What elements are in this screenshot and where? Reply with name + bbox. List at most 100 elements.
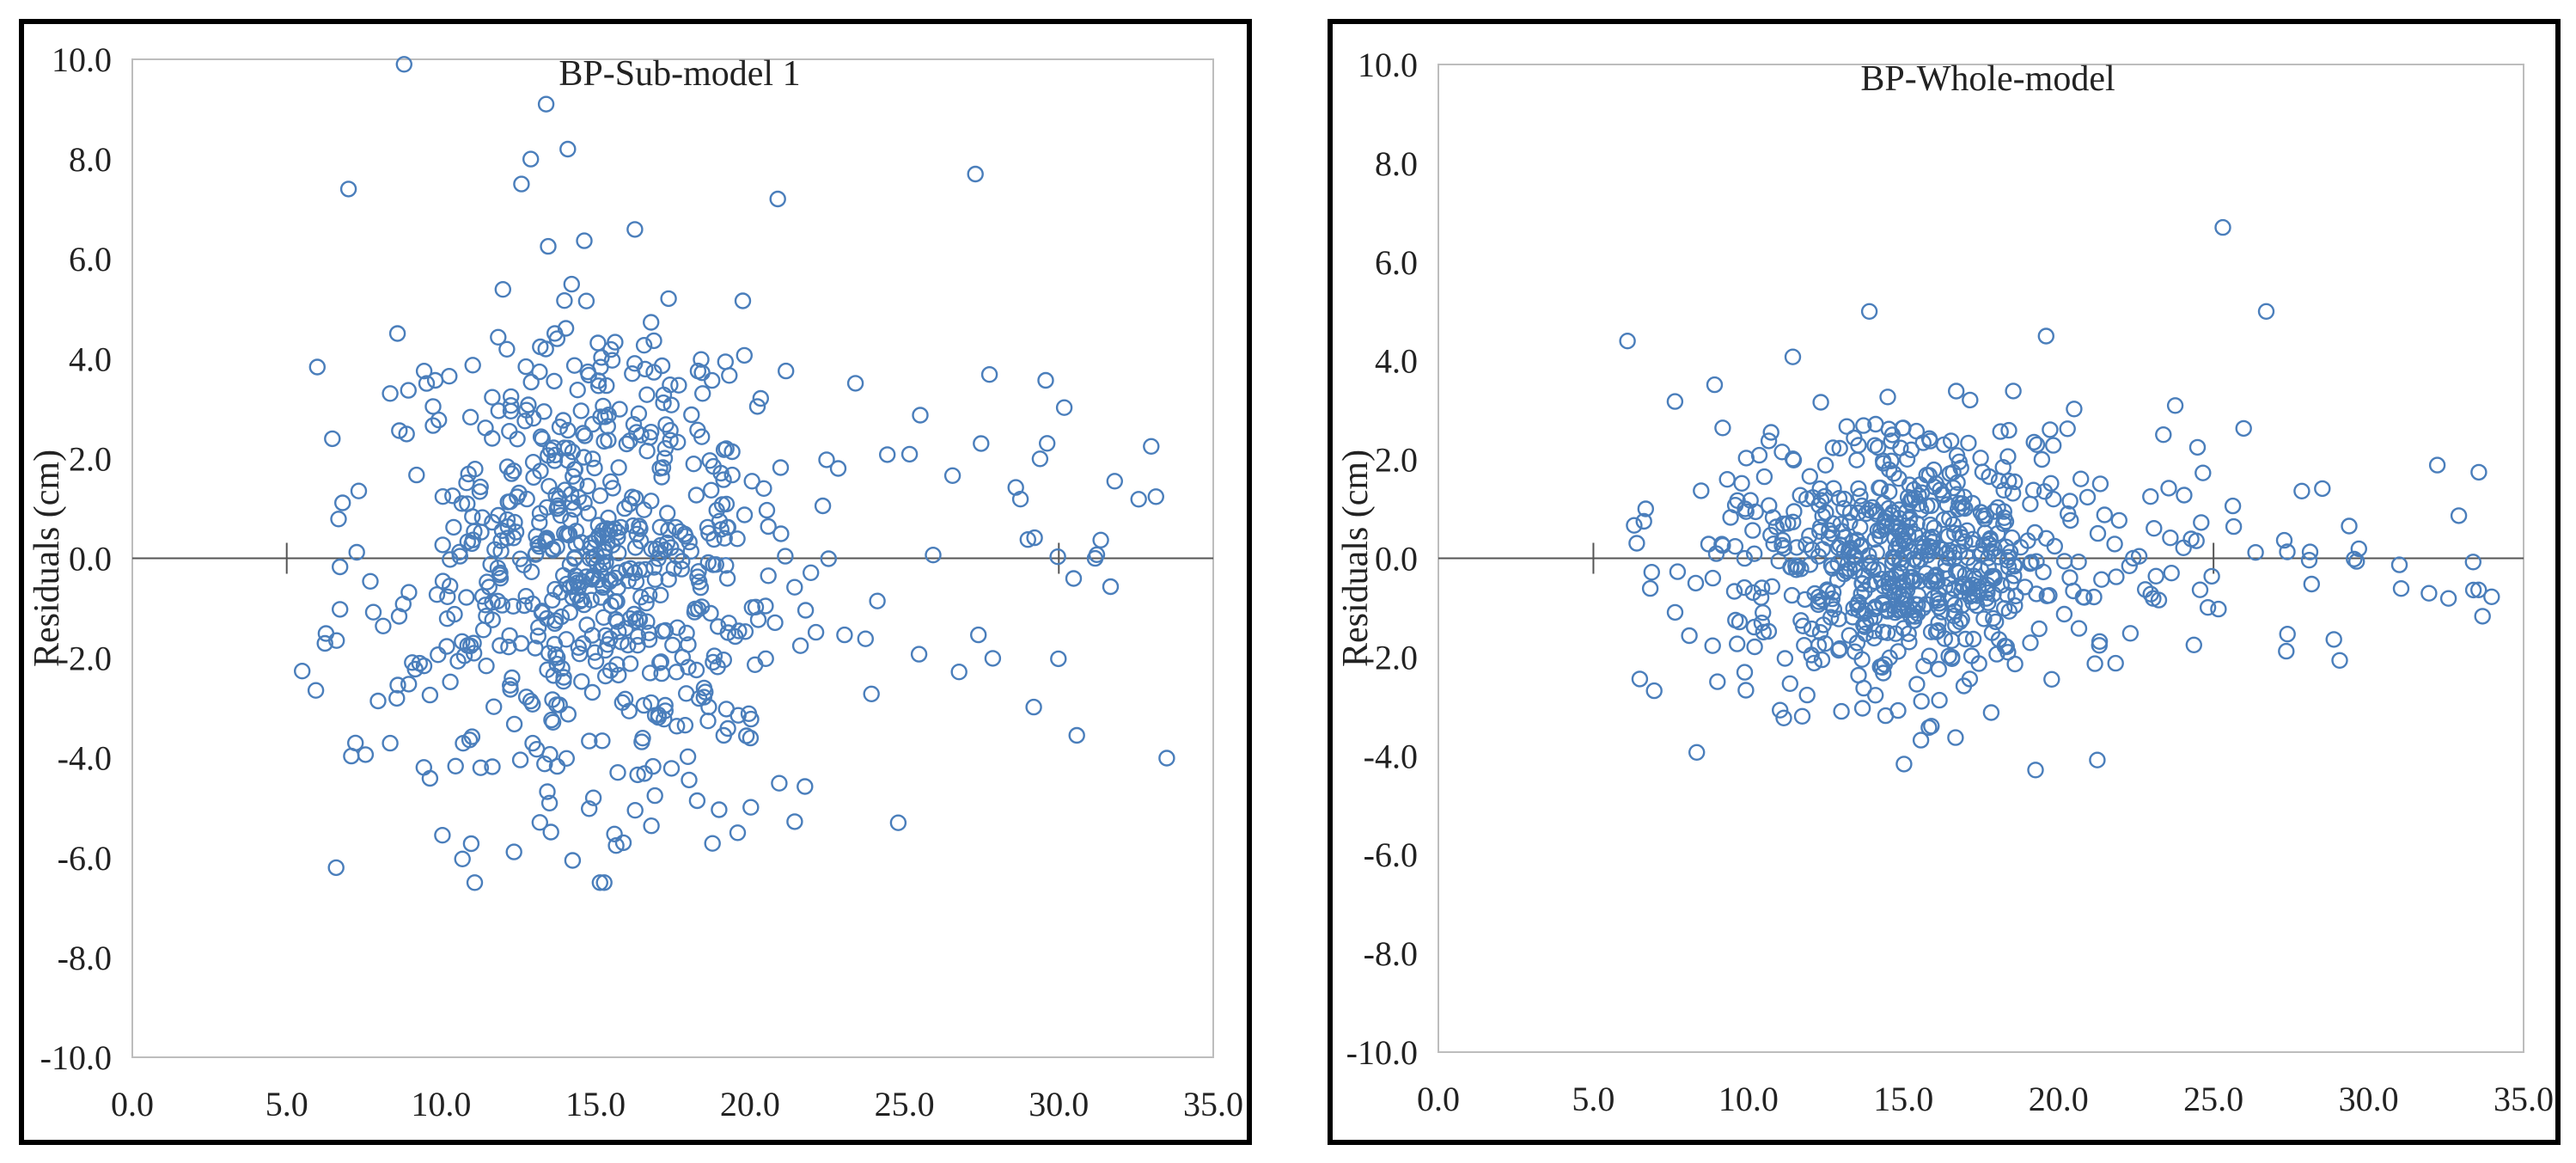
data-point (2066, 401, 2083, 418)
data-point (1019, 531, 1037, 548)
data-point (485, 698, 503, 715)
data-point (505, 843, 522, 860)
data-point (752, 389, 769, 407)
data-point (2033, 450, 2051, 468)
data-point (656, 711, 673, 728)
data-point (1733, 474, 1750, 492)
data-point (428, 586, 446, 603)
data-point (2042, 421, 2059, 438)
data-point (777, 548, 794, 565)
data-point (484, 389, 501, 406)
data-point (494, 281, 511, 298)
data-point (689, 421, 706, 438)
data-point (2045, 491, 2062, 508)
data-point (430, 646, 447, 664)
data-point (689, 568, 706, 585)
data-point (1995, 509, 2013, 526)
data-point (505, 715, 523, 733)
data-point (1905, 612, 1922, 629)
data-point (678, 624, 695, 642)
data-point (646, 787, 663, 805)
data-point (613, 694, 631, 711)
x-tick-label: 30.0 (2339, 1080, 2399, 1118)
data-point (506, 513, 523, 531)
data-point (1866, 437, 1883, 454)
data-point (548, 696, 565, 713)
x-tick-label: 0.0 (1417, 1080, 1460, 1118)
data-point (797, 778, 814, 795)
x-tick-label: 25.0 (875, 1085, 935, 1123)
data-point (655, 394, 672, 412)
data-point (1871, 479, 1888, 497)
data-point (620, 495, 638, 513)
data-point (595, 397, 612, 415)
data-point (687, 487, 705, 504)
data-point (829, 460, 847, 477)
y-tick-label: -2.0 (1364, 638, 1418, 676)
data-point (670, 376, 687, 394)
data-point (589, 377, 607, 395)
data-point (491, 566, 509, 584)
data-point (1986, 540, 2003, 557)
data-point (1736, 549, 1754, 567)
data-point (664, 636, 681, 654)
data-point (2091, 633, 2109, 650)
data-point (464, 357, 481, 374)
data-point (1814, 507, 1831, 525)
data-point (2005, 383, 2022, 400)
data-point (1088, 546, 1106, 563)
data-point (772, 525, 790, 542)
data-point (1964, 630, 1982, 648)
x-tick-label: 5.0 (266, 1085, 308, 1123)
data-point (1900, 527, 1917, 544)
chart-panel-left: 10.0 8.0 6.0 4.0 2.0 0.0 -2.0 -4.0 -6.0 -8.0 -10.0… (19, 19, 1252, 1145)
data-point (439, 588, 456, 605)
data-point (2028, 585, 2045, 603)
data-point (2278, 642, 2295, 660)
data-point (1874, 623, 1892, 640)
data-point (1940, 647, 1957, 664)
data-point (1981, 531, 1999, 548)
data-point (424, 417, 442, 434)
data-point (857, 630, 874, 647)
data-point (2059, 420, 2076, 438)
data-point (559, 140, 577, 158)
data-point (1824, 439, 1842, 456)
x-tick-label: 5.0 (1572, 1080, 1615, 1118)
data-point (1920, 647, 1938, 664)
data-point (498, 340, 516, 358)
data-point (1908, 515, 1926, 532)
data-point (2235, 419, 2252, 438)
data-point (738, 727, 755, 744)
data-point (589, 372, 607, 389)
data-point (1774, 531, 1792, 549)
data-point (503, 465, 521, 482)
data-point (973, 435, 990, 452)
data-point (889, 814, 907, 831)
data-point (438, 638, 455, 655)
data-point (610, 459, 627, 476)
data-point (1781, 675, 1798, 692)
data-point (1050, 650, 1067, 668)
data-point (612, 518, 630, 536)
data-point (616, 499, 633, 517)
data-point (1803, 620, 1821, 638)
data-point (544, 713, 562, 731)
data-point (2301, 543, 2319, 560)
data-point (2155, 426, 2172, 444)
data-point (1990, 548, 2007, 566)
data-point (818, 451, 835, 468)
data-point (719, 624, 736, 641)
data-point (1908, 676, 1926, 693)
data-point (492, 542, 510, 560)
data-point (607, 837, 625, 854)
data-point (442, 551, 459, 568)
data-point (1753, 579, 1771, 597)
data-point (1829, 539, 1847, 556)
data-point (2146, 520, 2163, 537)
data-point (640, 624, 658, 641)
data-point (699, 518, 717, 536)
data-point (1868, 544, 1885, 561)
data-point (1755, 604, 1772, 621)
data-point (421, 769, 439, 787)
